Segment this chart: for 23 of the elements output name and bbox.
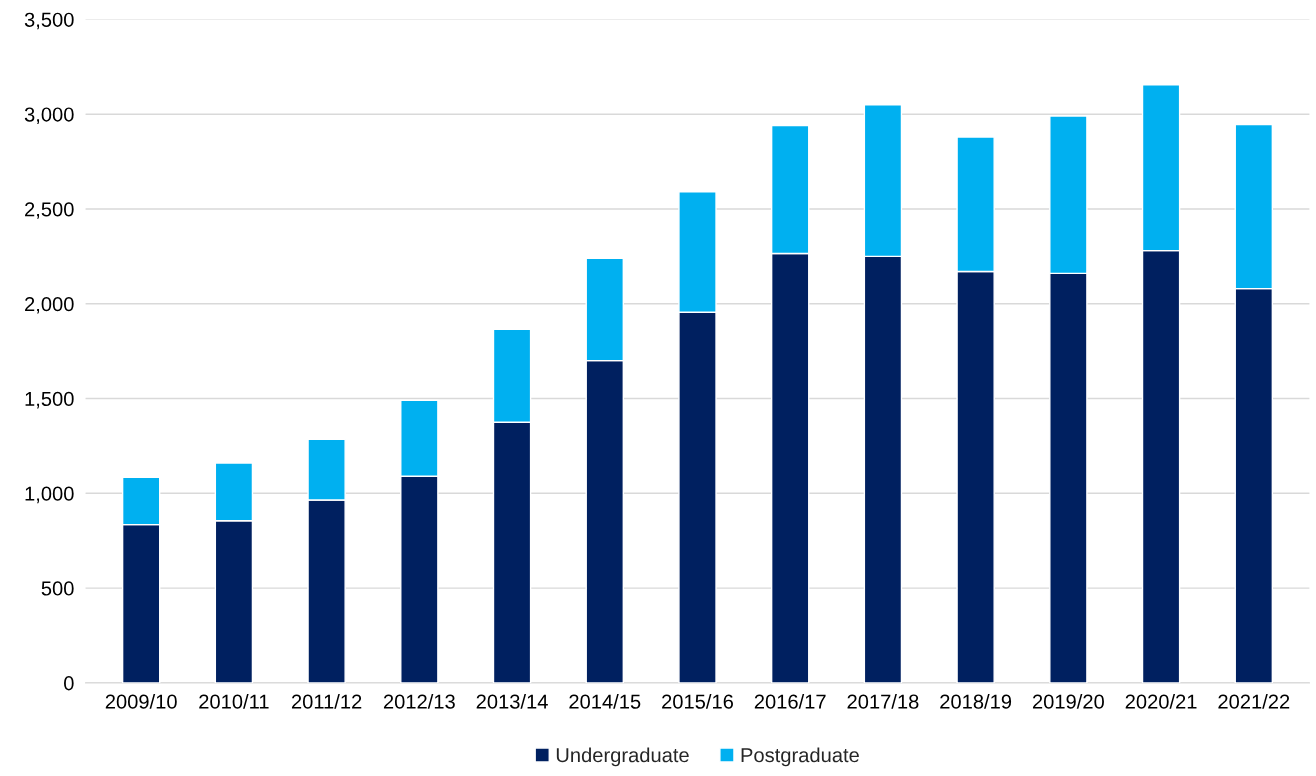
y-tick-label: 2,000	[25, 296, 74, 314]
x-tick-label: 2011/12	[291, 693, 362, 709]
x-tick-label: 2021/22	[1218, 693, 1290, 709]
y-tick-label: 3,500	[24, 12, 74, 30]
y-tick-label: 0	[64, 676, 74, 691]
x-tick-label: 2013/14	[476, 693, 548, 709]
legend-label: Undergraduate	[556, 747, 689, 767]
y-tick-label: 2,500	[25, 202, 74, 219]
legend-label: Postgraduate	[741, 747, 859, 767]
x-tick-label: 2020/21	[1125, 693, 1197, 709]
y-tick-label: 3,000	[24, 107, 74, 125]
y-tick-label: 1,500	[25, 391, 74, 409]
y-tick-label: 1,000	[25, 486, 74, 504]
x-tick-label: 2014/15	[569, 693, 641, 709]
x-tick-label: 2018/19	[940, 693, 1012, 709]
x-tick-label: 2019/20	[1032, 693, 1104, 709]
x-tick-label: 2016/17	[754, 693, 826, 709]
x-tick-label: 2015/16	[662, 693, 733, 709]
x-tick-label: 2017/18	[847, 693, 919, 709]
x-tick-label: 2010/11	[199, 693, 269, 709]
x-tick-label: 2009/10	[105, 693, 177, 709]
y-tick-label: 500	[41, 581, 74, 596]
x-tick-label: 2012/13	[383, 693, 455, 709]
